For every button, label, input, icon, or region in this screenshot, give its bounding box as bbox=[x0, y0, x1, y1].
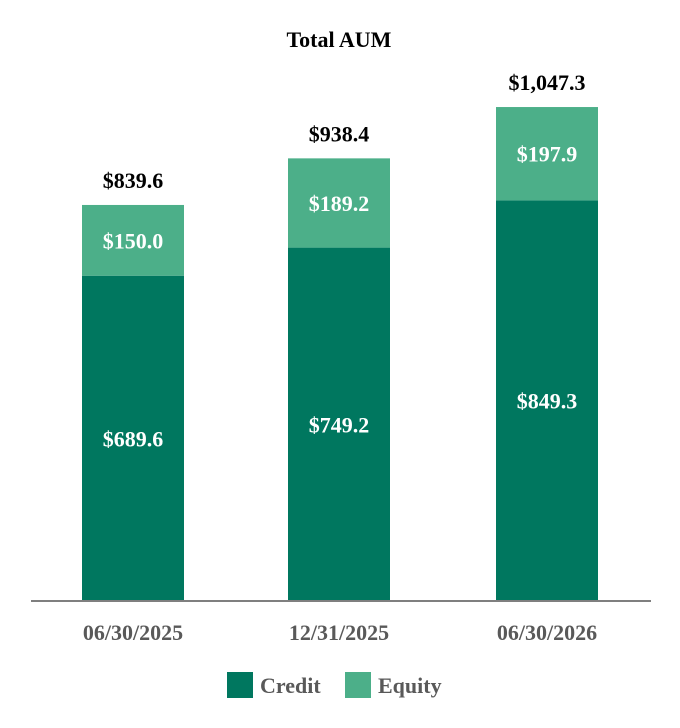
bar-credit-3 bbox=[496, 200, 598, 601]
legend-label-equity: Equity bbox=[378, 673, 442, 698]
x-tick-labels: 06/30/2025 12/31/2025 06/30/2026 bbox=[83, 620, 597, 645]
bars-group: $689.6 $150.0 $839.6 $749.2 $189.2 $938.4 $849… bbox=[82, 70, 598, 601]
bar-equity-2 bbox=[288, 158, 390, 248]
bar-value-label-equity-3: $197.9 bbox=[517, 142, 578, 167]
bar-equity-3 bbox=[496, 107, 598, 201]
legend: Credit Equity bbox=[227, 672, 442, 698]
bar-credit-2 bbox=[288, 247, 390, 601]
total-label-3: $1,047.3 bbox=[509, 70, 586, 95]
bar-value-label-credit-2: $749.2 bbox=[309, 412, 370, 437]
x-tick-label-2: 12/31/2025 bbox=[289, 620, 389, 645]
total-label-2: $938.4 bbox=[309, 121, 370, 146]
bar-value-label-equity-1: $150.0 bbox=[103, 228, 164, 253]
legend-label-credit: Credit bbox=[260, 673, 321, 698]
bar-value-label-equity-2: $189.2 bbox=[309, 191, 370, 216]
bar-equity-1 bbox=[82, 204, 184, 276]
bar-credit-1 bbox=[82, 275, 184, 601]
x-tick-label-3: 06/30/2026 bbox=[497, 620, 597, 645]
legend-swatch-equity bbox=[345, 672, 371, 698]
chart-title: Total AUM bbox=[287, 27, 392, 52]
bar-value-label-credit-1: $689.6 bbox=[103, 426, 164, 451]
total-label-1: $839.6 bbox=[103, 168, 164, 193]
bar-value-label-credit-3: $849.3 bbox=[517, 389, 578, 414]
x-tick-label-1: 06/30/2025 bbox=[83, 620, 183, 645]
legend-swatch-credit bbox=[227, 672, 253, 698]
